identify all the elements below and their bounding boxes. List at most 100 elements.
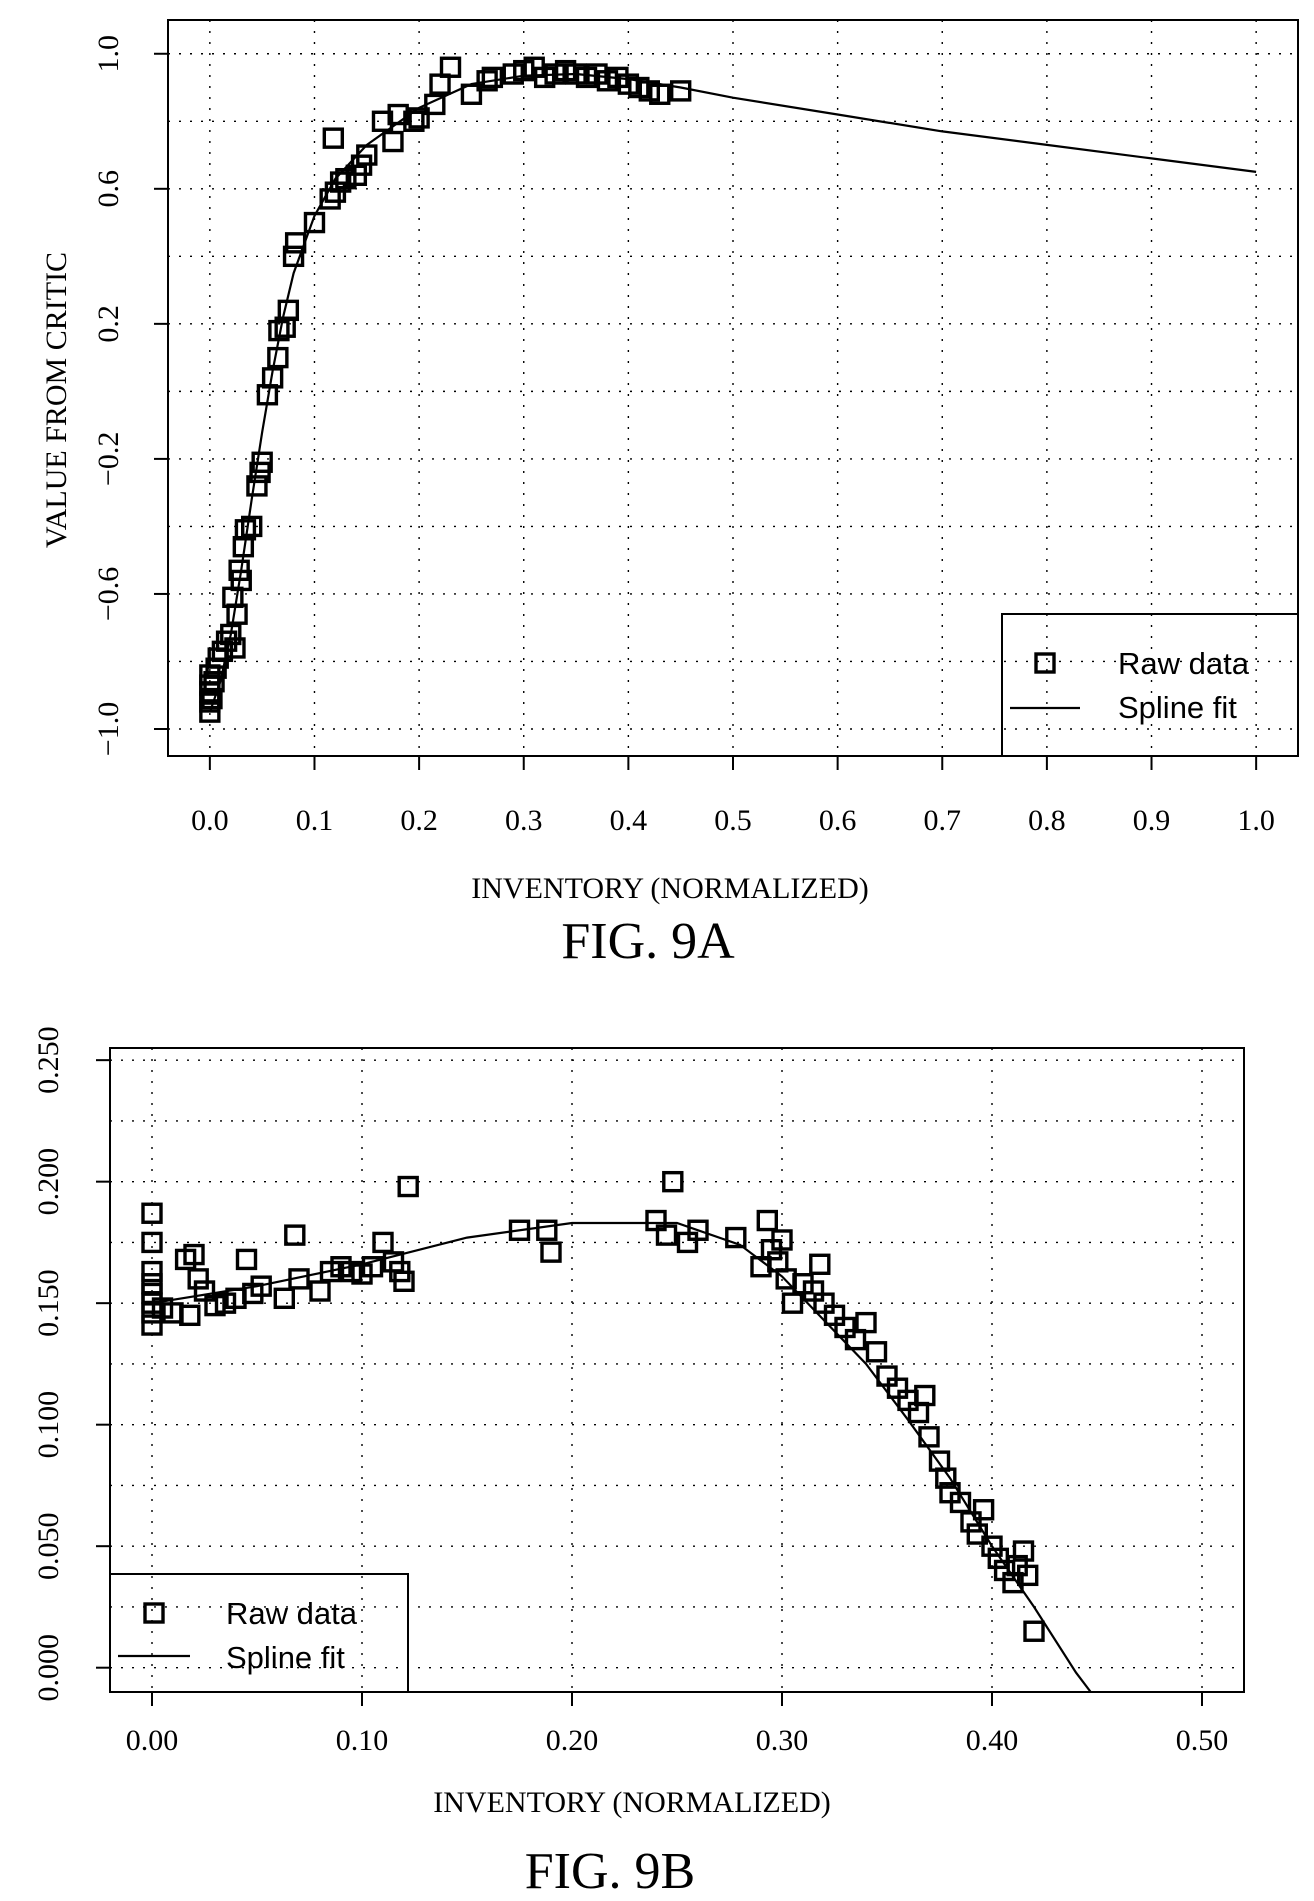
fig-9b-data-point <box>141 1260 163 1283</box>
fig-9a-y-tick-label: 0.2 <box>92 305 125 343</box>
fig-9a-y-tick-label: −0.2 <box>92 432 125 486</box>
fig-9b-data-point <box>273 1287 295 1310</box>
fig-9a-data-point <box>439 56 462 78</box>
fig-9a-data-point <box>220 623 242 646</box>
fig-9a-x-axis: 0.0 0.1 0.2 0.3 0.4 0.5 0.6 0.7 0.8 0.9 1.0 <box>191 756 1275 837</box>
fig-9a-data-point <box>246 475 268 497</box>
fig-9b-y-tick-label: 0.100 <box>32 1391 65 1459</box>
fig-9b-y-tick-label: 0.250 <box>32 1026 65 1094</box>
fig-9a-legend-marker-icon <box>1034 652 1056 674</box>
fig-9b-data-point <box>141 1231 163 1254</box>
fig-9b-raw-data <box>141 1170 1045 1642</box>
fig-9b-data-point <box>725 1226 747 1249</box>
fig-9b-grid <box>110 1048 1244 1692</box>
fig-9a-data-point <box>261 367 284 389</box>
fig-9a-x-axis-label: INVENTORY (NORMALIZED) <box>471 872 868 905</box>
fig-9b-y-axis: 0.000 0.050 0.100 0.150 0.200 0.250 <box>32 1026 110 1701</box>
fig-9a-data-point <box>460 83 483 105</box>
fig-9a-legend: Raw data Spline fit <box>1001 613 1299 757</box>
fig-9a-y-axis: −1.0 −0.6 −0.2 0.2 0.6 1.0 <box>92 35 168 756</box>
fig-9b-legend-box <box>109 1573 409 1693</box>
fig-9b-data-point <box>1017 1564 1039 1587</box>
fig-9a-data-point <box>408 107 430 129</box>
fig-9a-x-tick-label: 0.2 <box>400 804 438 837</box>
fig-9a-data-point <box>241 515 263 538</box>
fig-9a-data-point <box>481 66 504 89</box>
fig-9a-data-point <box>387 103 409 126</box>
fig-9b-chart: 0.00 0.10 0.20 0.30 0.40 0.50 0.000 0.050 0.100… <box>32 1026 1245 1900</box>
fig-9b-data-point <box>1023 1620 1045 1642</box>
fig-9b-data-point <box>361 1256 384 1278</box>
fig-9b-data-point <box>771 1229 793 1251</box>
fig-9b-data-point <box>250 1275 272 1297</box>
fig-9b-data-point <box>393 1270 415 1292</box>
fig-9a-x-tick-label: 0.1 <box>296 804 334 837</box>
fig-9a-x-tick-label: 0.0 <box>191 804 229 837</box>
fig-9b-caption: FIG. 9B <box>525 1843 695 1900</box>
fig-9b-data-point <box>918 1426 940 1448</box>
fig-9b-legend: Raw data Spline fit <box>109 1573 409 1693</box>
fig-9a-data-point <box>282 245 305 268</box>
fig-9b-data-point <box>179 1304 201 1327</box>
fig-9b-data-point <box>972 1499 995 1521</box>
fig-9a-data-point <box>267 346 289 369</box>
fig-9a-x-tick-label: 1.0 <box>1237 804 1275 837</box>
fig-9a-x-tick-label: 0.6 <box>819 804 857 837</box>
fig-9a-data-point <box>403 110 425 132</box>
fig-9b-x-tick-label: 0.50 <box>1176 1724 1229 1757</box>
fig-9a-data-point <box>649 83 671 105</box>
fig-9a-y-axis-label: VALUE FROM CRITIC <box>40 252 73 548</box>
fig-9b-data-point <box>662 1170 684 1193</box>
fig-9a-data-point <box>277 299 300 322</box>
fig-9a-data-point <box>203 671 225 693</box>
fig-9b-data-point <box>687 1219 709 1241</box>
fig-9a-legend-box <box>1001 613 1299 757</box>
fig-9b-data-point <box>235 1248 258 1271</box>
fig-9a-data-point <box>371 110 394 132</box>
fig-9a-data-point <box>199 701 221 723</box>
fig-9a-y-tick-label: 0.6 <box>92 170 125 208</box>
fig-9b-data-point <box>284 1224 306 1246</box>
fig-9a-x-tick-label: 0.4 <box>610 804 648 837</box>
fig-9b-data-point <box>809 1253 831 1275</box>
fig-9b-data-point <box>288 1268 310 1290</box>
fig-9b-plot-frame <box>109 1047 1245 1693</box>
fig-9a-x-tick-label: 0.3 <box>505 804 543 837</box>
fig-9b-x-axis-label: INVENTORY (NORMALIZED) <box>433 1786 830 1819</box>
fig-9a-data-point <box>322 127 345 149</box>
fig-9a-y-tick-label: −1.0 <box>92 702 125 756</box>
fig-9b-data-point <box>914 1384 936 1407</box>
fig-9a-caption: FIG. 9A <box>561 913 735 970</box>
fig-9b-data-point <box>397 1175 419 1198</box>
fig-9a-data-point <box>228 559 250 582</box>
fig-9b-data-point <box>1012 1540 1035 1562</box>
fig-9a-data-point <box>476 70 498 92</box>
fig-9b-x-axis: 0.00 0.10 0.20 0.30 0.40 0.50 <box>126 1692 1229 1757</box>
fig-9b-data-point <box>981 1535 1003 1557</box>
fig-9b-data-point <box>540 1241 562 1263</box>
fig-9b-x-tick-label: 0.40 <box>966 1724 1019 1757</box>
fig-9b-x-tick-label: 0.20 <box>546 1724 599 1757</box>
fig-9a-y-tick-label: −0.6 <box>92 567 125 621</box>
fig-9a-data-point <box>234 519 257 541</box>
fig-9a-data-point <box>303 211 326 234</box>
fig-9b-data-point <box>536 1219 558 1241</box>
fig-9a-data-point <box>669 80 692 102</box>
fig-9a-x-tick-label: 0.7 <box>924 804 962 837</box>
fig-9b-x-tick-label: 0.10 <box>336 1724 389 1757</box>
fig-9b-data-point <box>855 1311 877 1334</box>
fig-9b-data-point <box>309 1280 331 1302</box>
fig-9b-legend-spline-fit: Spline fit <box>226 1640 345 1675</box>
fig-9b-y-tick-label: 0.200 <box>32 1148 65 1216</box>
fig-9a-y-tick-label: 1.0 <box>92 35 125 73</box>
fig-9a-data-point <box>224 637 246 659</box>
fig-9b-data-point <box>508 1219 531 1241</box>
fig-9b-data-point <box>960 1511 982 1533</box>
fig-9b-x-tick-label: 0.30 <box>756 1724 809 1757</box>
fig-9a-data-point <box>284 232 307 254</box>
fig-9a-x-tick-label: 0.8 <box>1028 804 1066 837</box>
fig-9b-data-point <box>865 1341 888 1363</box>
fig-9a-x-tick-label: 0.5 <box>714 804 752 837</box>
fig-9b-legend-marker-icon <box>143 1602 165 1624</box>
